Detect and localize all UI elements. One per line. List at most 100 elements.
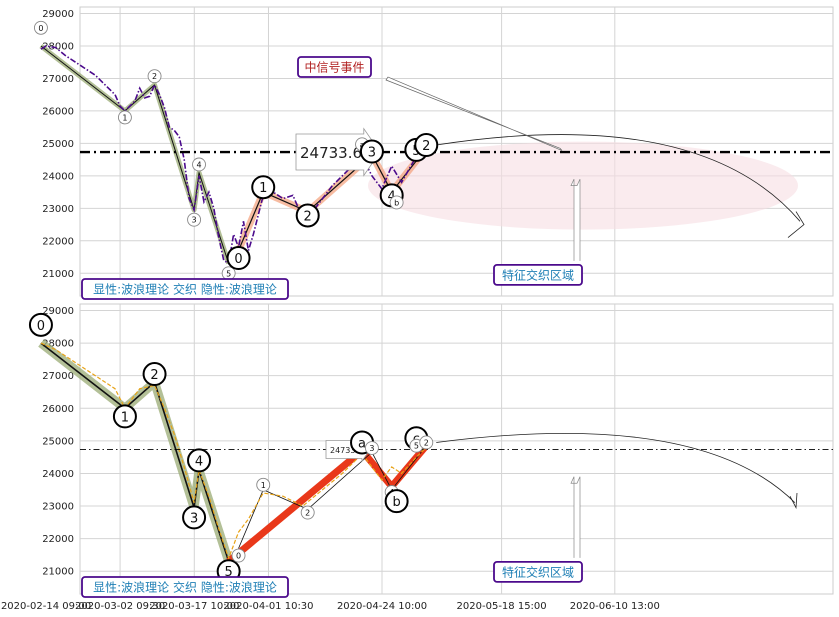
wave-label-4: 4 — [195, 454, 203, 469]
level-label: 24733.60 — [330, 446, 368, 455]
wave-label-3: 3 — [369, 444, 374, 453]
wave-label-5: 5 — [414, 442, 419, 451]
wave-label-2: 2 — [305, 509, 310, 518]
wave-label-0: 0 — [234, 252, 242, 267]
y-tick-label: 22000 — [42, 534, 74, 545]
y-tick-label: 26000 — [42, 404, 74, 415]
wave-label-b: b — [392, 495, 400, 510]
wave-label-circle — [192, 157, 206, 172]
wave-label-5: 5 — [226, 269, 231, 278]
event-arrow — [385, 76, 563, 151]
wave-label-circle — [112, 404, 137, 429]
impulse-wave-line — [40, 342, 230, 562]
wave-label-1: 1 — [261, 481, 266, 490]
bottom-panel: 21000 22000 23000 24000 25000 26000 27000 28000… — [28, 303, 834, 598]
price-series — [40, 45, 427, 265]
projection-arc — [436, 433, 796, 504]
region-callout-box — [493, 560, 583, 583]
wave-label-circle — [251, 175, 276, 200]
wave-label-circle — [33, 20, 48, 35]
wave-label-circle — [414, 133, 439, 158]
wave-label-0: 0 — [37, 319, 45, 334]
x-tick-label: 2020-05-18 15:00 — [457, 601, 547, 612]
wave-label-b: b — [394, 198, 399, 207]
wave-label-3: 3 — [368, 146, 376, 161]
y-tick-label: 28000 — [42, 41, 74, 52]
legend-callout-box — [81, 278, 289, 300]
y-tick-label: 22000 — [42, 236, 74, 247]
wave-label-1: 1 — [122, 113, 127, 122]
wave-label-1: 1 — [121, 410, 129, 425]
x-tick-label: 2020-06-10 13:00 — [570, 601, 660, 612]
region-callout-label: 特征交织区域 — [502, 267, 574, 282]
wave-label-circle — [117, 110, 132, 125]
projection-arrowhead — [787, 211, 805, 238]
top-panel: 21000 22000 23000 24000 25000 26000 27000 28000… — [33, 6, 834, 300]
region-arrow — [570, 476, 581, 558]
level-label: 24733.60 — [300, 144, 372, 162]
wave-label-2: 2 — [422, 139, 430, 154]
region-callout-label: 特征交织区域 — [502, 564, 574, 579]
y-tick-label: 25000 — [42, 139, 74, 150]
sub-wave-line — [237, 147, 427, 251]
projection-arc — [436, 134, 801, 222]
region-callout-box — [493, 263, 583, 286]
wave-label-circle — [28, 312, 53, 337]
wave-label-2: 2 — [424, 438, 429, 447]
y-tick-label: 21000 — [42, 567, 74, 578]
impulse-wave-line — [40, 45, 230, 264]
wave-label-0: 0 — [236, 552, 241, 561]
wave-label-circle — [256, 477, 271, 492]
y-tick-label: 23000 — [42, 502, 74, 513]
wave-label-1: 1 — [259, 181, 267, 196]
plot-area — [79, 303, 834, 595]
x-tick-label: 2020-03-02 09:30 — [75, 601, 165, 612]
wave-label-circle — [231, 548, 246, 563]
y-tick-label: 27000 — [42, 74, 74, 85]
projection-arrowhead — [789, 492, 798, 510]
y-tick-label: 29000 — [42, 306, 74, 317]
feature-zone — [368, 141, 798, 230]
price-series — [40, 342, 427, 560]
wave-label-2: 2 — [304, 209, 312, 224]
y-tick-label: 24000 — [42, 171, 74, 182]
y-tick-label: 23000 — [42, 204, 74, 215]
wave-label-4: 4 — [388, 189, 396, 204]
legend-callout-label: 显性:波浪理论 交织 隐性:波浪理论 — [93, 282, 277, 297]
wave-label-circle — [364, 441, 379, 455]
abc-wave-line — [226, 443, 429, 565]
legend-callout-box — [81, 576, 289, 598]
x-tick-label: 2020-04-01 10:30 — [223, 601, 313, 612]
y-tick-label: 28000 — [42, 339, 74, 350]
wave-label-circle — [295, 203, 320, 228]
wave-label-0: 0 — [38, 24, 43, 33]
wave-label-4: 4 — [196, 160, 201, 169]
x-tick-label: 2020-03-17 10:00 — [149, 601, 239, 612]
wave-label-3: 3 — [192, 216, 197, 225]
wave-label-5: 5 — [225, 565, 233, 580]
event-callout-box — [297, 56, 372, 78]
x-tick-label: 2020-02-14 09:00 — [1, 601, 91, 612]
legend-callout-label: 显性:波浪理论 交织 隐性:波浪理论 — [93, 580, 277, 595]
wave-label-a: a — [358, 436, 366, 451]
wave-label-circle — [187, 448, 212, 473]
wave-label-circle — [142, 362, 167, 387]
wave-label-circle — [389, 195, 404, 210]
wave-label-circle — [226, 246, 251, 271]
event-callout-label: 中信号事件 — [304, 60, 364, 75]
x-tick-label: 2020-04-24 10:00 — [337, 601, 427, 612]
region-arrow — [570, 178, 581, 261]
wave-label-circle — [384, 489, 409, 514]
y-tick-label: 24000 — [42, 469, 74, 480]
y-tick-label: 25000 — [42, 436, 74, 447]
wave-label-3: 3 — [190, 511, 198, 526]
wave-label-2: 2 — [150, 368, 158, 383]
y-tick-label: 29000 — [42, 9, 74, 20]
wave-label-circle — [300, 505, 315, 520]
y-tick-label: 27000 — [42, 371, 74, 382]
wave-label-circle — [182, 505, 207, 530]
y-tick-label: 21000 — [42, 269, 74, 280]
wave-label-circle — [187, 212, 202, 227]
